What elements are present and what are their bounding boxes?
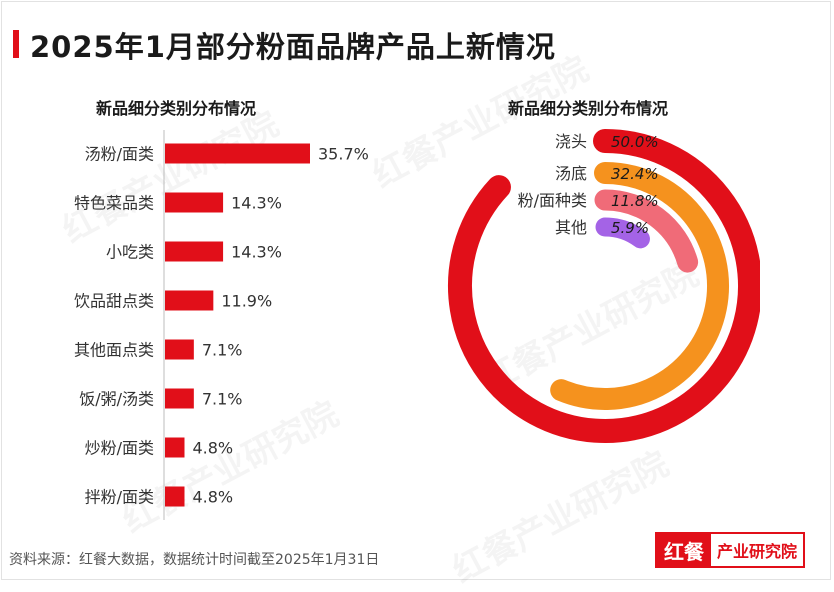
source-note: 资料来源：红餐大数据，数据统计时间截至2025年1月31日 <box>9 552 380 568</box>
category-label: 汤底 <box>555 164 587 183</box>
bar <box>165 437 185 458</box>
category-label: 饭/粥/汤类 <box>79 390 154 409</box>
category-label: 饮品甜点类 <box>74 292 154 311</box>
category-label: 其他面点类 <box>74 341 154 360</box>
data-label: 4.8% <box>192 488 233 507</box>
bar <box>165 486 185 507</box>
data-label: 11.9% <box>221 292 272 311</box>
chart-frame <box>1 1 831 580</box>
data-label: 14.3% <box>231 194 282 213</box>
bar <box>165 388 194 409</box>
bar <box>165 290 214 311</box>
ring-arc <box>448 129 760 443</box>
data-label: 14.3% <box>231 243 282 262</box>
category-label: 拌粉/面类 <box>85 488 154 507</box>
title-accent-bar <box>13 30 19 58</box>
bar <box>165 143 310 164</box>
ring-arc <box>550 162 729 410</box>
category-label: 粉/面种类 <box>518 191 587 210</box>
page-title: 2025年1月部分粉面品牌产品上新情况 <box>30 30 556 64</box>
data-label: 11.8% <box>611 192 659 210</box>
bar-chart-title: 新品细分类别分布情况 <box>96 99 257 118</box>
bar-chart: 汤粉/面类 35.7% 特色菜品类 14.3% 小吃类 14.3% 饮品甜点类 11.9% 其他… <box>74 130 369 520</box>
data-label: 32.4% <box>611 165 659 183</box>
data-label: 5.9% <box>611 219 649 237</box>
logo-text: 产业研究院 <box>716 542 797 561</box>
category-label: 炒粉/面类 <box>85 439 154 458</box>
data-label: 7.1% <box>202 390 243 409</box>
category-label: 特色菜品类 <box>74 194 154 213</box>
ring-arc <box>594 189 699 273</box>
data-label: 7.1% <box>202 341 243 360</box>
category-label: 其他 <box>555 218 587 237</box>
data-label: 50.0% <box>611 133 659 151</box>
category-label: 小吃类 <box>106 243 154 262</box>
category-label: 浇头 <box>555 132 587 151</box>
data-label: 4.8% <box>192 439 233 458</box>
ring-arc <box>595 217 650 249</box>
logo-mark: 红餐 <box>657 534 711 566</box>
bar <box>165 241 224 262</box>
radial-bar-chart: 50.0% 浇头 32.4% 汤底 11.8% 粉/面种类 5.9% 其他 <box>448 129 760 443</box>
bar <box>165 339 194 360</box>
bar <box>165 192 224 213</box>
brand-logo: 红餐 产业研究院 <box>655 532 805 568</box>
data-label: 35.7% <box>318 145 369 164</box>
category-label: 汤粉/面类 <box>85 145 154 164</box>
ring-chart-title: 新品细分类别分布情况 <box>508 99 669 118</box>
